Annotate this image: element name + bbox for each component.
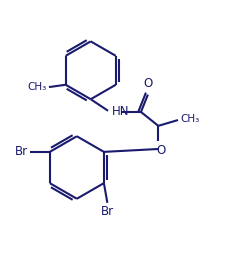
Text: CH₃: CH₃ bbox=[180, 114, 200, 124]
Text: CH₃: CH₃ bbox=[27, 82, 47, 92]
Text: Br: Br bbox=[101, 205, 114, 218]
Text: O: O bbox=[143, 77, 153, 90]
Text: HN: HN bbox=[112, 105, 129, 118]
Text: O: O bbox=[156, 144, 166, 157]
Text: Br: Br bbox=[15, 145, 28, 158]
